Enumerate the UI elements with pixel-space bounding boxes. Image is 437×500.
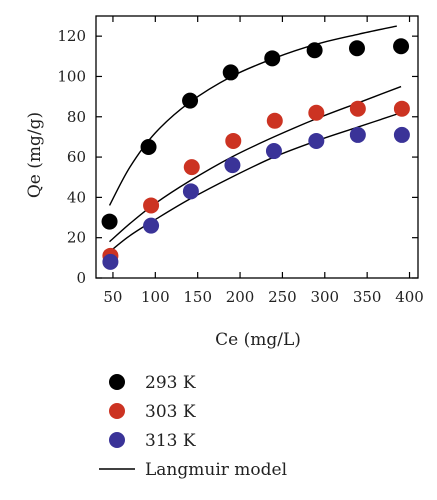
data-point-313k [102, 253, 119, 270]
data-point-313k [308, 132, 325, 149]
y-tick-label: 0 [76, 269, 86, 287]
y-tick-label: 100 [57, 67, 86, 85]
data-point-303k [183, 159, 200, 176]
x-tick-label: 50 [103, 288, 122, 306]
y-tick-label: 120 [57, 27, 86, 45]
data-point-303k [266, 112, 283, 129]
legend-label: 293 K [145, 373, 196, 393]
legend-marker [109, 432, 125, 448]
y-tick-label: 40 [67, 188, 86, 206]
legend-label: 303 K [145, 402, 196, 422]
legend-label-model: Langmuir model [145, 460, 287, 480]
legend-marker [109, 403, 125, 419]
data-point-303k [308, 104, 325, 121]
legend: 293 K 303 K 313 K Langmuir model [99, 373, 287, 480]
x-tick-label: 350 [353, 288, 382, 306]
data-point-313k [349, 126, 366, 143]
langmuir-curve-3 [109, 112, 402, 253]
y-tick-label: 20 [67, 229, 86, 247]
data-point-293k [306, 42, 323, 59]
data-point-303k [349, 100, 366, 117]
plot-area: 50 100 150 200 250 300 350 400 0 20 40 60 80 100 120 [57, 15, 424, 306]
data-point-293k [222, 64, 239, 81]
x-tick-label: 400 [395, 288, 424, 306]
x-axis-label: Ce (mg/L) [215, 330, 301, 350]
data-point-293k [393, 38, 410, 55]
data-point-313k [393, 126, 410, 143]
x-tick-label: 100 [141, 288, 170, 306]
x-tick-label: 250 [268, 288, 297, 306]
x-tick-label: 200 [226, 288, 255, 306]
plot-frame [95, 15, 419, 279]
langmuir-curve-2 [109, 85, 402, 243]
data-point-303k [393, 100, 410, 117]
data-point-293k [264, 50, 281, 67]
data-point-293k [182, 92, 199, 109]
data-point-293k [348, 40, 365, 57]
data-point-303k [143, 197, 160, 214]
y-tick-label: 80 [67, 108, 86, 126]
data-point-303k [225, 132, 242, 149]
x-tick-label: 300 [310, 288, 339, 306]
y-axis-label: Qe (mg/g) [25, 112, 45, 198]
data-point-313k [265, 143, 282, 160]
legend-marker [109, 374, 125, 390]
x-tick-label: 150 [183, 288, 212, 306]
data-point-313k [143, 217, 160, 234]
data-point-313k [182, 183, 199, 200]
legend-label: 313 K [145, 431, 196, 451]
data-point-313k [224, 157, 241, 174]
data-point-293k [101, 213, 118, 230]
data-point-293k [140, 139, 157, 155]
y-tick-label: 60 [67, 148, 86, 166]
